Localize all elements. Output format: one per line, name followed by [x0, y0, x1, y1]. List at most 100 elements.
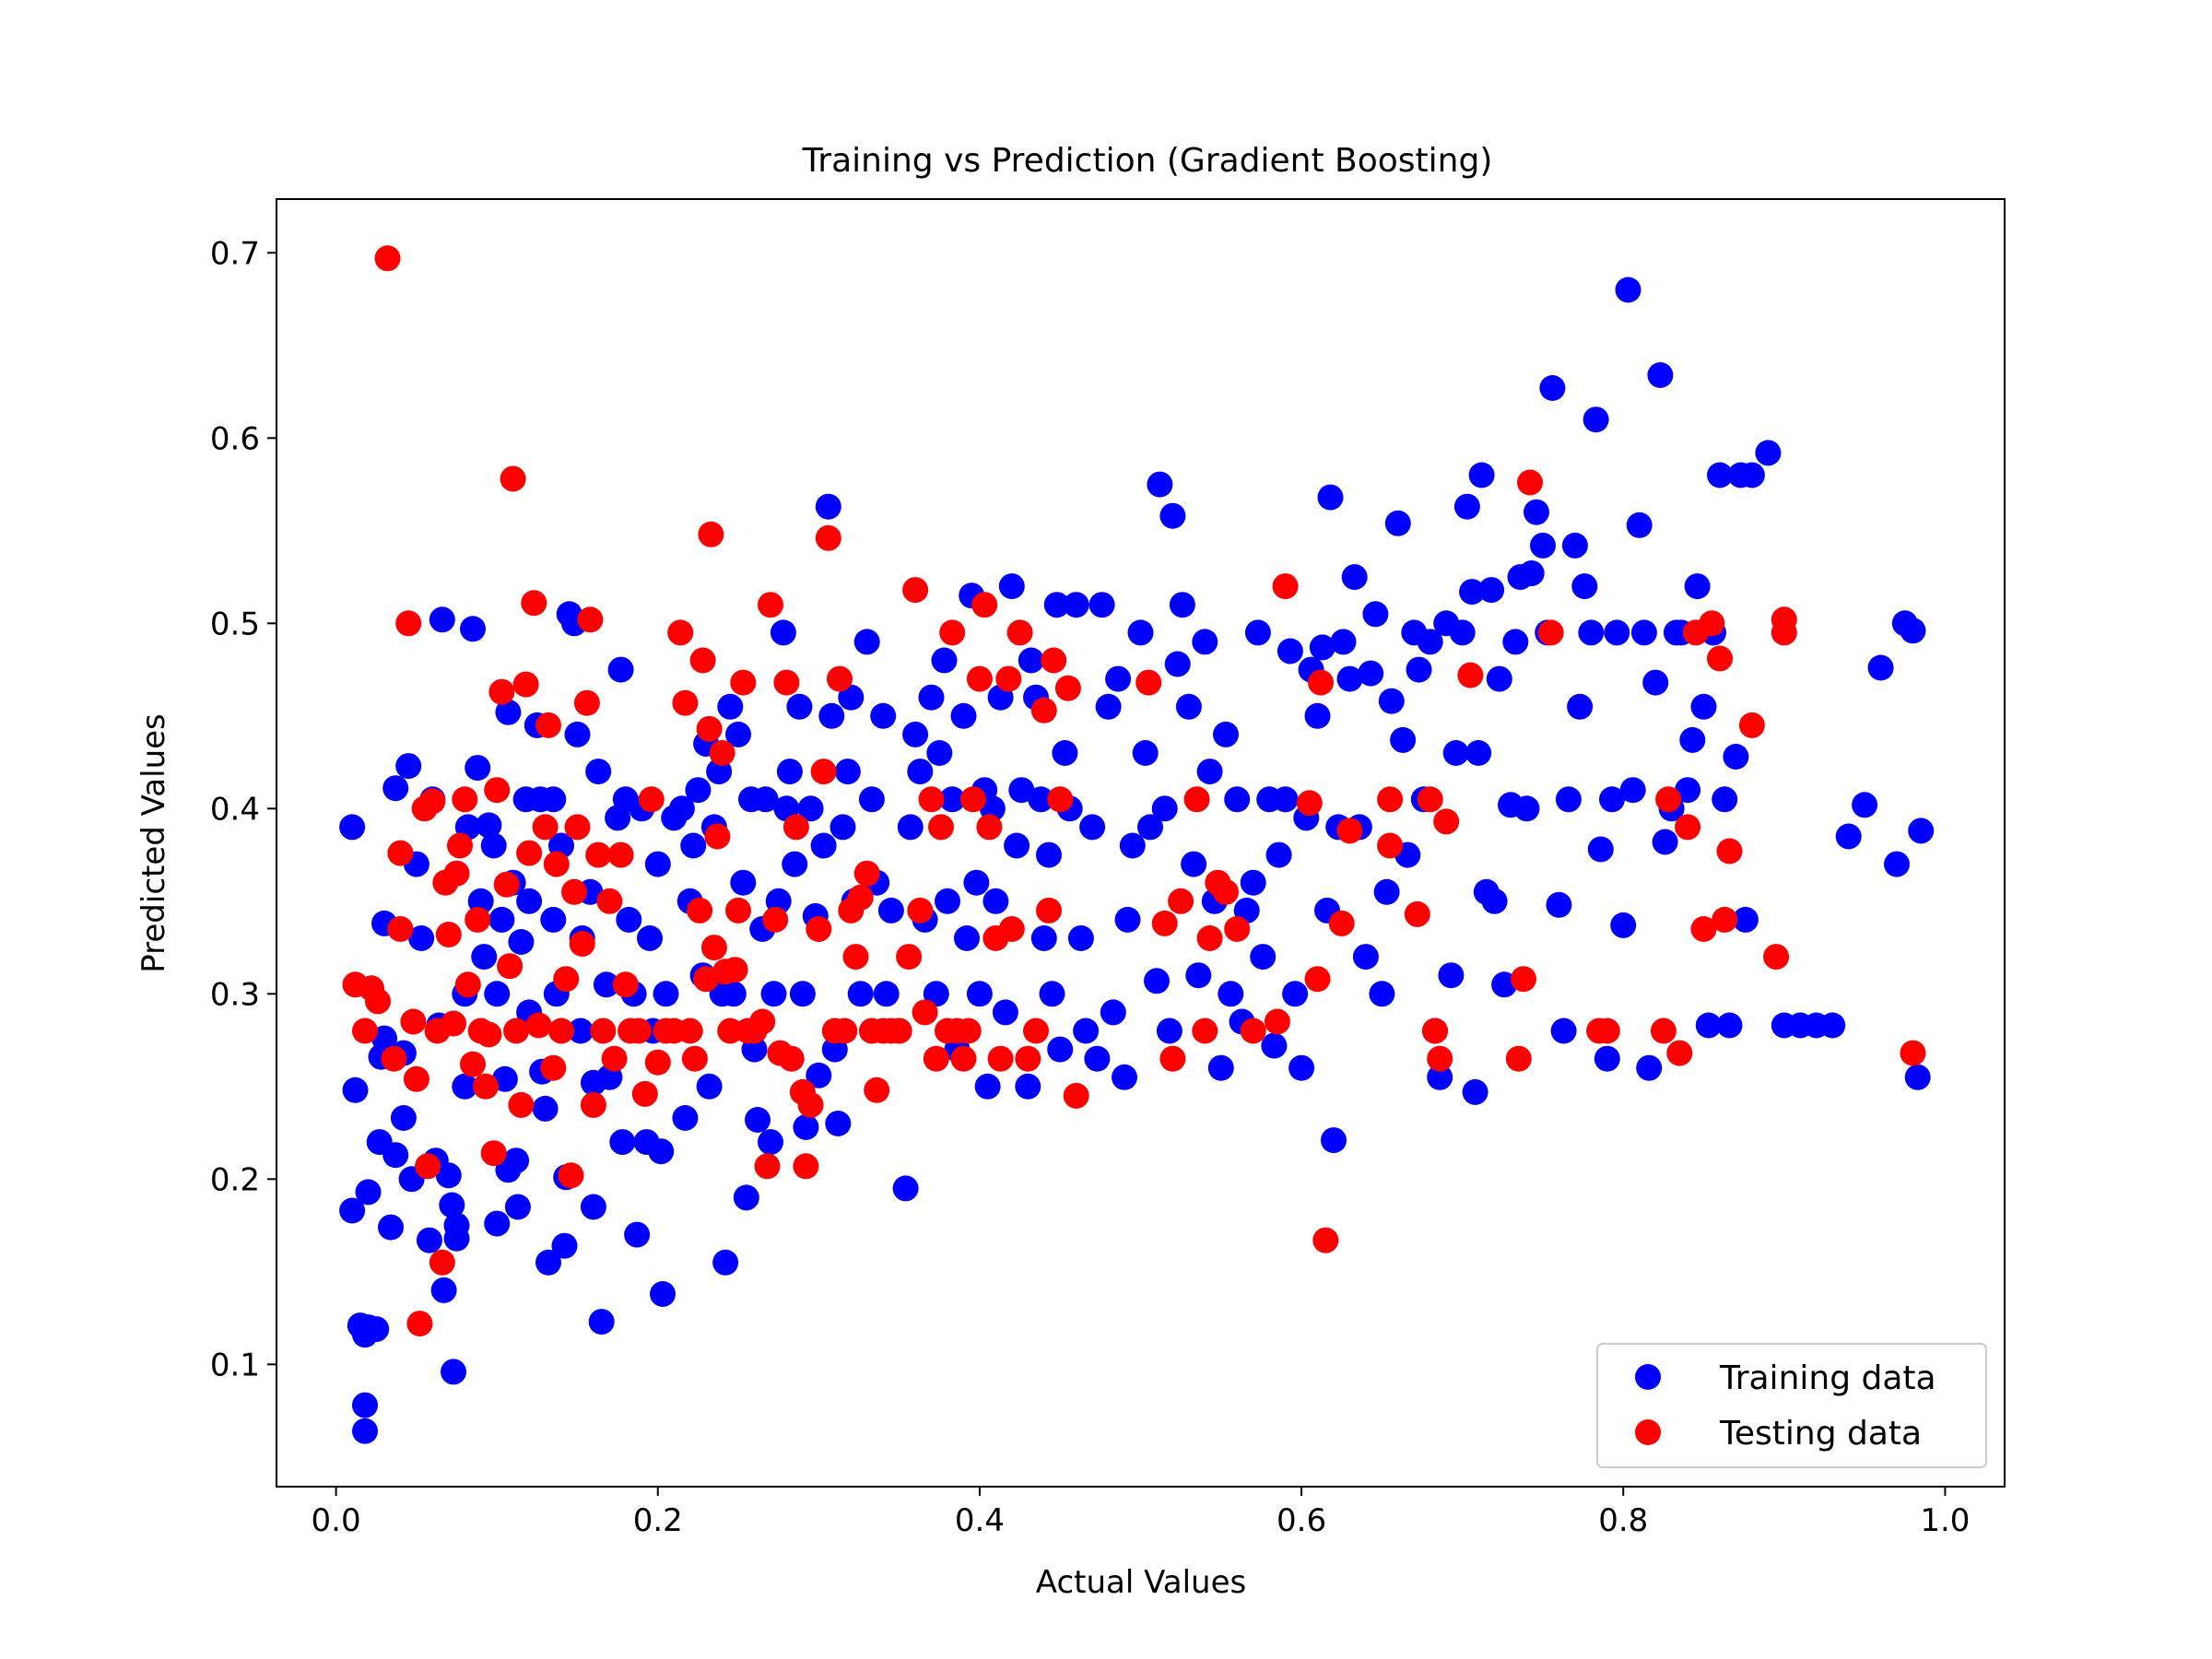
training-point	[758, 1129, 783, 1156]
training-point	[429, 606, 455, 633]
testing-point	[1699, 610, 1725, 637]
testing-point	[540, 1054, 567, 1081]
testing-point	[521, 590, 547, 617]
training-point	[1317, 484, 1344, 511]
x-tick-label: 1.0	[1920, 1502, 1970, 1539]
testing-point	[907, 897, 934, 924]
training-point	[1518, 560, 1545, 586]
training-point	[1732, 906, 1759, 933]
training-point	[1015, 1073, 1041, 1100]
training-point	[825, 1111, 852, 1136]
y-tick-label: 0.4	[210, 791, 260, 828]
testing-point	[443, 860, 470, 887]
training-point	[923, 981, 949, 1007]
testing-point	[864, 1077, 890, 1103]
training-point	[495, 699, 522, 725]
testing-point	[1666, 1040, 1693, 1066]
training-point	[1112, 1064, 1137, 1090]
training-point	[1207, 1054, 1234, 1081]
training-point	[902, 721, 929, 747]
training-point	[1373, 878, 1400, 905]
testing-point	[1328, 910, 1355, 936]
training-point	[1088, 592, 1115, 618]
training-point	[644, 851, 671, 877]
training-point	[939, 786, 966, 813]
training-point	[1449, 619, 1476, 646]
y-tick-label: 0.6	[210, 420, 260, 457]
training-point	[1095, 693, 1122, 720]
testing-point	[374, 245, 401, 272]
testing-point	[403, 1065, 429, 1092]
training-point	[1384, 510, 1411, 536]
training-point	[782, 851, 808, 877]
testing-point	[689, 647, 716, 674]
testing-point	[709, 740, 735, 766]
testing-point	[1159, 1045, 1186, 1072]
y-tick-label: 0.1	[210, 1347, 260, 1383]
testing-point	[516, 840, 543, 866]
testing-point	[698, 521, 724, 547]
testing-point	[918, 786, 945, 813]
training-point	[516, 888, 543, 914]
training-point	[430, 1277, 457, 1303]
training-point	[1652, 829, 1678, 855]
testing-point	[512, 671, 539, 698]
testing-point	[585, 841, 612, 868]
training-point	[1321, 1127, 1347, 1154]
training-point	[616, 906, 642, 933]
training-point	[992, 999, 1018, 1026]
training-point	[1159, 502, 1186, 529]
training-point	[1481, 888, 1508, 914]
training-point	[1675, 777, 1701, 804]
legend: Training data Testing data	[1596, 1343, 1987, 1468]
training-point	[1018, 647, 1044, 674]
training-point	[352, 1418, 378, 1444]
chart-title: Training vs Prediction (Gradient Boostin…	[802, 142, 1493, 180]
training-point	[1819, 1012, 1846, 1039]
training-point	[1904, 1064, 1931, 1090]
training-point	[1578, 619, 1605, 646]
training-point	[1330, 629, 1357, 655]
training-point	[1151, 795, 1178, 822]
testing-point	[1183, 786, 1210, 813]
training-point	[1478, 577, 1505, 604]
training-point	[1063, 592, 1089, 618]
testing-point	[508, 1091, 535, 1118]
testing-point	[365, 988, 391, 1015]
testing-point	[998, 916, 1025, 942]
testing-point	[987, 1045, 1014, 1072]
training-point	[1427, 1064, 1453, 1090]
testing-point	[1511, 966, 1536, 993]
training-point	[1716, 1012, 1743, 1039]
testing-point	[435, 922, 462, 947]
training-point	[793, 1114, 819, 1140]
testing-point	[815, 524, 841, 551]
testing-point	[1422, 1018, 1448, 1044]
training-point	[564, 721, 591, 747]
testing-point	[454, 971, 481, 998]
testing-point	[1213, 878, 1239, 905]
testing-point	[1675, 814, 1701, 841]
training-point	[818, 702, 845, 729]
testing-point	[923, 1045, 949, 1072]
training-point	[1619, 777, 1646, 804]
testing-point	[1594, 1018, 1620, 1044]
training-point	[685, 777, 712, 804]
training-point	[1004, 832, 1030, 859]
training-point	[588, 1309, 615, 1335]
testing-point	[667, 619, 694, 646]
training-point	[838, 684, 865, 711]
training-point	[452, 1073, 478, 1100]
testing-point	[749, 1008, 776, 1035]
testing-point	[553, 966, 580, 993]
testing-point	[1505, 1045, 1532, 1072]
training-point	[760, 981, 787, 1007]
training-point	[668, 795, 695, 822]
testing-point	[1537, 619, 1564, 646]
testing-point	[558, 1162, 584, 1189]
training-point	[1453, 493, 1480, 520]
training-point	[1642, 669, 1669, 696]
training-point	[797, 795, 824, 822]
testing-point	[638, 786, 665, 813]
training-point	[653, 981, 679, 1007]
